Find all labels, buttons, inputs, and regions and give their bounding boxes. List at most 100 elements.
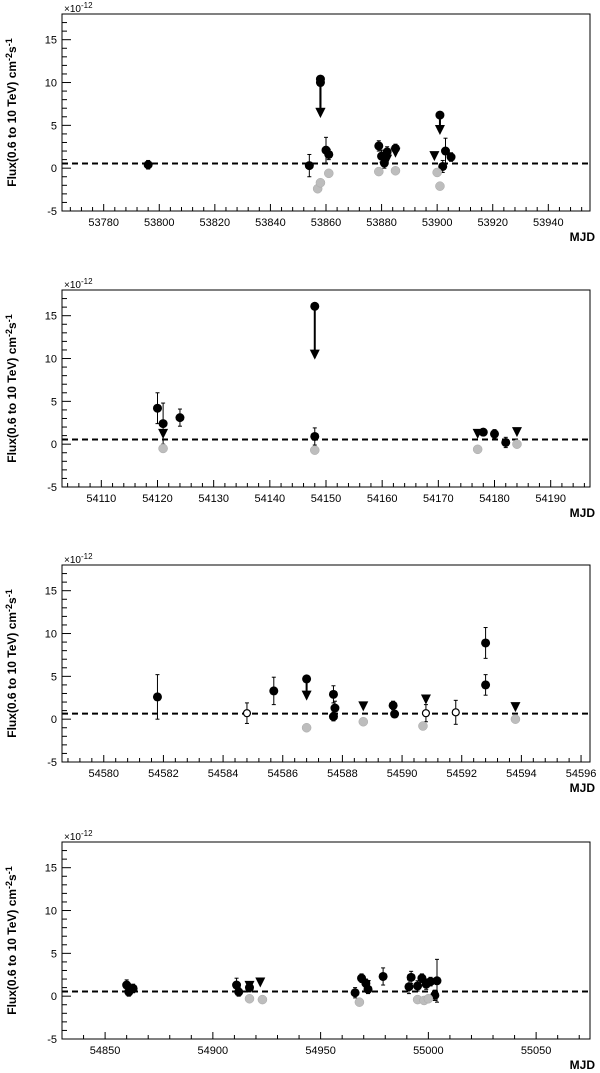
flux-point bbox=[152, 692, 162, 702]
exponent-power: -12 bbox=[81, 277, 93, 286]
y-axis-label-sup: -1 bbox=[4, 314, 14, 322]
x-tick-label: 53880 bbox=[366, 217, 397, 229]
x-tick-label: 54950 bbox=[305, 1045, 336, 1057]
x-tick-label: 53840 bbox=[255, 217, 286, 229]
upper-limit-marker bbox=[511, 427, 522, 438]
upper-limit-arrowhead bbox=[315, 107, 326, 118]
exponent-power: -12 bbox=[81, 552, 93, 561]
flux-point bbox=[152, 403, 162, 413]
x-tick-label: 54580 bbox=[88, 768, 119, 780]
upper-limit-arrowhead bbox=[309, 349, 320, 360]
upper-limit-arrowhead bbox=[301, 690, 312, 701]
y-tick-label: 0 bbox=[51, 714, 57, 726]
background-point bbox=[510, 714, 521, 724]
exponent-power: -12 bbox=[81, 1, 93, 10]
flux-point bbox=[310, 431, 320, 441]
flux-point bbox=[330, 703, 340, 713]
data-layer bbox=[62, 74, 590, 194]
flux-point-open bbox=[242, 709, 252, 718]
upper-limit-marker bbox=[429, 151, 440, 162]
data-layer bbox=[62, 627, 590, 733]
y-tick-label: 5 bbox=[51, 396, 57, 408]
y-axis-label-sup: -1 bbox=[4, 38, 14, 46]
x-tick-label: 55050 bbox=[521, 1045, 552, 1057]
panel-1: 53780 53800 53820 53840 53860 53880 53900 53920… bbox=[4, 1, 595, 244]
x-tick-label: 53920 bbox=[477, 217, 508, 229]
flux-point bbox=[304, 161, 314, 171]
flux-point bbox=[481, 638, 491, 648]
upper-limit-marker bbox=[382, 154, 393, 165]
upper-limit-marker bbox=[358, 701, 369, 712]
upper-limit-point bbox=[435, 110, 445, 120]
background-point bbox=[423, 993, 434, 1004]
background-point bbox=[432, 167, 442, 178]
flux-point bbox=[378, 971, 388, 981]
y-tick-label: 15 bbox=[45, 35, 57, 47]
y-axis-label-sup: -2 bbox=[4, 881, 14, 889]
upper-limit-marker bbox=[158, 428, 169, 439]
y-tick-label: 10 bbox=[45, 78, 57, 90]
flux-point bbox=[432, 976, 442, 986]
flux-point bbox=[481, 680, 491, 690]
exponent-label: ×10-12 bbox=[64, 552, 93, 566]
background-point bbox=[435, 181, 445, 191]
y-tick-label: 0 bbox=[51, 439, 57, 451]
exponent-label: ×10-12 bbox=[64, 277, 93, 291]
y-axis-label-part: s bbox=[5, 322, 19, 329]
flux-point bbox=[490, 429, 500, 439]
flux-point bbox=[269, 686, 279, 696]
y-tick-label: 15 bbox=[45, 311, 57, 323]
y-axis-label: Flux(0.6 to 10 TeV) cm-2s-1 bbox=[4, 314, 19, 463]
panel-3: 54580 54582 54584 54586 54588 54590 54592 54594… bbox=[4, 552, 596, 795]
flux-point bbox=[374, 141, 384, 151]
y-tick-label: 5 bbox=[51, 120, 57, 132]
y-tick-label: 10 bbox=[45, 629, 57, 641]
y-tick-label: 0 bbox=[51, 163, 57, 175]
y-tick-label: 15 bbox=[45, 863, 57, 875]
panel-4: 54850 54900 54950 55000 55050 -5 0 5 10 15 ×10-12 M… bbox=[4, 829, 595, 1072]
upper-limit-marker bbox=[244, 980, 255, 991]
background-point bbox=[315, 177, 326, 188]
flux-point bbox=[413, 981, 423, 991]
x-tick-label: 54900 bbox=[198, 1045, 229, 1057]
x-tick-label: 54592 bbox=[446, 768, 477, 780]
exponent-label: ×10-12 bbox=[64, 829, 93, 843]
y-tick-label: 0 bbox=[51, 991, 57, 1003]
y-axis-label-part: s bbox=[5, 46, 19, 53]
plot-frame bbox=[61, 13, 591, 212]
x-tick-label: 54594 bbox=[506, 768, 537, 780]
flux-point-open bbox=[451, 708, 460, 717]
y-tick-label: 5 bbox=[51, 671, 57, 683]
flux-point bbox=[388, 700, 398, 710]
x-tick-label: 54590 bbox=[387, 768, 418, 780]
y-tick-label: -5 bbox=[47, 206, 57, 218]
flux-point bbox=[175, 413, 185, 423]
x-tick-label: 54120 bbox=[142, 493, 173, 505]
upper-limit-marker bbox=[255, 977, 266, 988]
x-tick-label: 54586 bbox=[267, 768, 298, 780]
flux-point bbox=[143, 160, 153, 170]
x-tick-label: 53820 bbox=[200, 217, 231, 229]
upper-limit-point bbox=[315, 78, 325, 88]
flux-point bbox=[324, 149, 334, 159]
background-point bbox=[390, 165, 401, 176]
x-axis-label: MJD bbox=[570, 1058, 596, 1072]
y-axis-label: Flux(0.6 to 10 TeV) cm-2s-1 bbox=[4, 589, 19, 738]
y-axis-label-sup: -2 bbox=[4, 604, 14, 612]
data-layer bbox=[62, 958, 590, 1007]
background-point bbox=[158, 443, 168, 454]
upper-limit-marker bbox=[510, 702, 521, 713]
x-tick-label: 55000 bbox=[413, 1045, 444, 1057]
x-tick-label: 54160 bbox=[367, 493, 398, 505]
x-tick-label: 53900 bbox=[422, 217, 453, 229]
flux-point bbox=[328, 712, 338, 722]
y-axis-label-part: s bbox=[5, 597, 19, 604]
x-tick-label: 54130 bbox=[198, 493, 229, 505]
x-tick-label: 54584 bbox=[208, 768, 239, 780]
y-tick-label: -5 bbox=[47, 757, 57, 769]
x-tick-label: 54180 bbox=[479, 493, 510, 505]
x-tick-label: 54140 bbox=[255, 493, 286, 505]
flux-point-open bbox=[421, 709, 431, 718]
upper-limit-marker bbox=[390, 147, 401, 158]
